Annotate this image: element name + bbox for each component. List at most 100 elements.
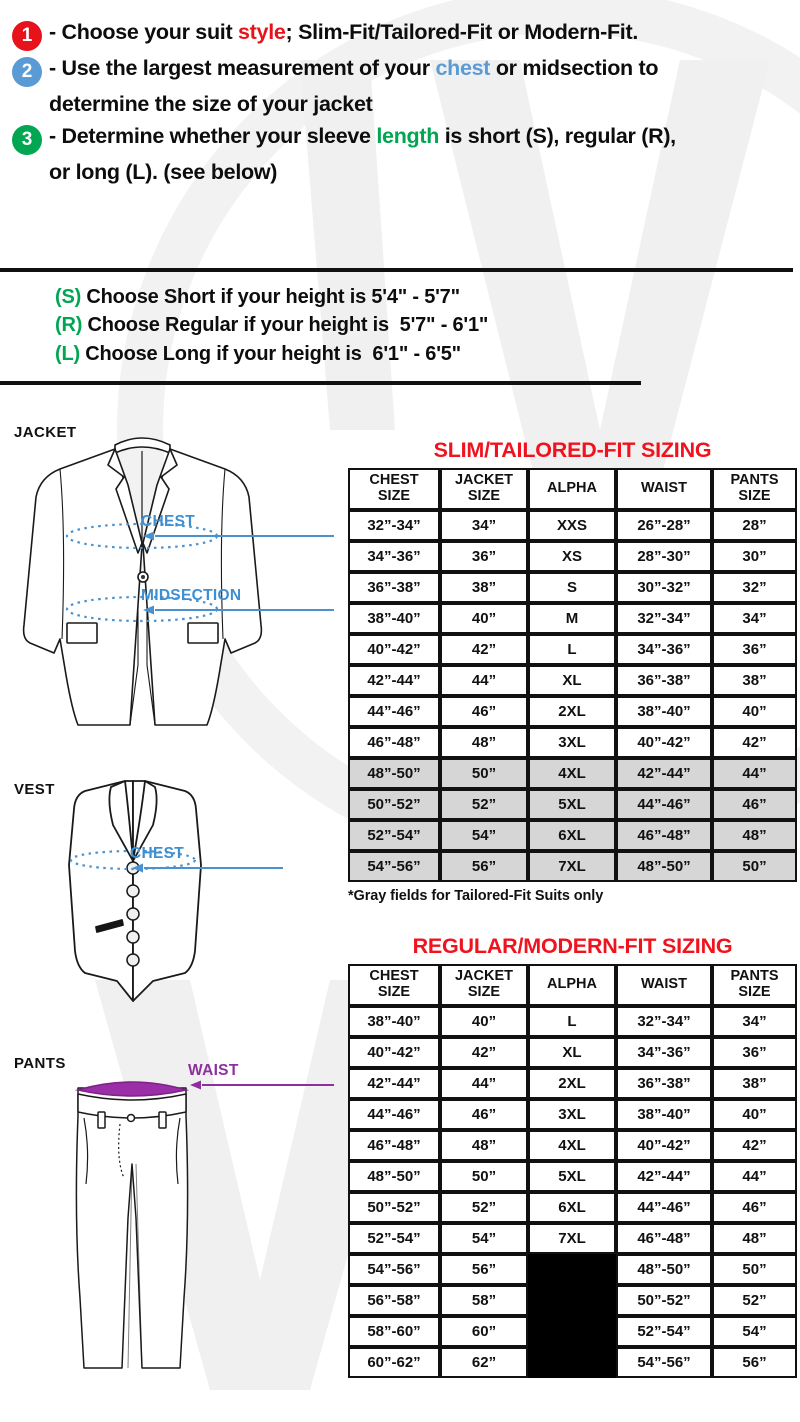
height-text-l: Choose Long if your height is 6'1" - 6'5… [79,342,461,365]
pants-waist-callout-label: WAIST [188,1062,239,1079]
table-row: 40”-42” 42” L 34”-36” 36” [348,634,797,665]
table-cell: 50”-52” [348,789,440,820]
table-cell: 40”-42” [348,634,440,665]
instruction-text-1: - Choose your suit style; Slim-Fit/Tailo… [42,18,638,47]
table-cell: 32”-34” [348,510,440,541]
table-row: 36”-38” 38” S 30”-32” 32” [348,572,797,603]
table-row: 52”-54” 54” 6XL 46”-48” 48” [348,820,797,851]
table-cell: 7XL [528,1223,616,1254]
regular-modern-table-block: REGULAR/MODERN-FIT SIZING CHEST SIZE JACK… [348,934,797,1378]
table-cell: 34”-36” [616,1037,712,1068]
table-cell: 44” [712,1161,797,1192]
table-cell: 42” [712,727,797,758]
vest-chest-arrow-icon [132,863,283,873]
table-cell: 42”-44” [348,665,440,696]
table-cell: 62” [440,1347,528,1378]
instruction-emphasis-chest: chest [435,56,491,80]
column-header-pants-size: PANTS SIZE [712,468,797,510]
table-cell: 44”-46” [348,1099,440,1130]
table-cell: 32”-34” [616,603,712,634]
table-cell: 36”-38” [616,1068,712,1099]
table-cell: 34”-36” [348,541,440,572]
table-cell: 44” [440,1068,528,1099]
table-row: 44”-46” 46” 3XL 38”-40” 40” [348,1099,797,1130]
table-cell: 40”-42” [616,1130,712,1161]
jacket-midsection-callout-label: MIDSECTION [141,587,242,604]
instruction-part: - Determine whether your sleeve [49,123,377,148]
table-cell: 4XL [528,758,616,789]
instruction-emphasis-length: length [376,123,440,148]
table-cell: 52” [440,1192,528,1223]
table-cell: 34” [712,1006,797,1037]
table-cell: 50” [440,1161,528,1192]
table-cell: 38” [440,572,528,603]
slim-tailored-footnote: *Gray fields for Tailored-Fit Suits only [348,888,604,904]
vest-chest-callout-label: CHEST [130,845,185,862]
pants-illustration [74,1081,190,1369]
height-code-s: (S) [55,286,82,308]
alpha-unavailable-block [528,1254,616,1378]
table-cell: 40”-42” [348,1037,440,1068]
table-cell: 40” [440,603,528,634]
column-header-alpha: ALPHA [528,468,616,510]
table-cell: 26”-28” [616,510,712,541]
height-guide-row: (L) Choose Long if your height is 6'1" -… [55,340,488,368]
instruction-item: 1 - Choose your suit style; Slim-Fit/Tai… [0,18,800,51]
table-cell: 38” [712,1068,797,1099]
table-cell: XXS [528,510,616,541]
table-cell: 48”-50” [616,851,712,882]
column-header-alpha: ALPHA [528,964,616,1006]
table-cell: 44”-46” [616,789,712,820]
table-cell: 54” [712,1316,797,1347]
table-cell: XL [528,665,616,696]
table-cell: 36”-38” [616,665,712,696]
table-cell: 34” [712,603,797,634]
table-cell: 48” [440,727,528,758]
table-cell: 50”-52” [348,1192,440,1223]
table-row: 50”-52” 52” 5XL 44”-46” 46” [348,789,797,820]
table-header-row: CHEST SIZE JACKET SIZE ALPHA WAIST PANTS SI… [348,468,797,510]
column-header-waist: WAIST [616,964,712,1006]
table-cell: 40” [712,696,797,727]
table-cell: 44” [712,758,797,789]
pants-figure-label: PANTS [14,1055,66,1072]
table-cell: 46” [712,1192,797,1223]
table-cell: 44”-46” [348,696,440,727]
table-cell: 60”-62” [348,1347,440,1378]
table-row: 38”-40” 40” L 32”-34” 34” [348,1006,797,1037]
table-cell: 42” [440,1037,528,1068]
table-cell: 54” [440,1223,528,1254]
table-cell: 48” [440,1130,528,1161]
table-row: 38”-40” 40” M 32”-34” 34” [348,603,797,634]
jacket-chest-callout: CHEST [141,513,336,543]
vest-chest-callout: CHEST [130,845,285,875]
table-row: 32”-34” 34” XXS 26”-28” 28” [348,510,797,541]
pants-waist-callout: WAIST [188,1062,336,1092]
table-cell: 28”-30” [616,541,712,572]
table-cell: 40”-42” [616,727,712,758]
instruction-continuation-text: or long (L). (see below) [49,159,278,184]
table-cell: 56” [712,1347,797,1378]
table-cell: 52” [712,1285,797,1316]
table-cell: 48”-50” [348,758,440,789]
vest-illustration [68,780,202,1002]
table-cell: 58”-60” [348,1316,440,1347]
height-guide-row: (R) Choose Regular if your height is 5'7… [55,311,488,339]
table-row: 48”-50” 50” 4XL 42”-44” 44” [348,758,797,789]
table-cell: M [528,603,616,634]
instruction-part: - Choose your suit [49,20,239,44]
table-row: 42”-44” 44” 2XL 36”-38” 38” [348,1068,797,1099]
height-text-s: Choose Short if your height is 5'4" - 5'… [81,286,460,308]
table-cell: 42” [440,634,528,665]
table-cell: 40” [712,1099,797,1130]
table-row: 34”-36” 36” XS 28”-30” 30” [348,541,797,572]
table-cell: 38”-40” [348,1006,440,1037]
table-cell: 3XL [528,727,616,758]
instruction-part: or midsection to [490,56,659,80]
table-cell: 5XL [528,789,616,820]
table-cell: 50”-52” [616,1285,712,1316]
table-cell: 2XL [528,1068,616,1099]
table-row: 46”-48” 48” 3XL 40”-42” 42” [348,727,797,758]
table-cell: 36” [440,541,528,572]
table-row: 44”-46” 46” 2XL 38”-40” 40” [348,696,797,727]
